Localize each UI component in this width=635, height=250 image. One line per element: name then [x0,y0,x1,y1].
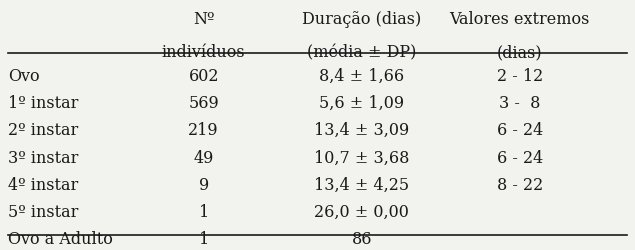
Text: 2º instar: 2º instar [8,122,78,139]
Text: 86: 86 [352,230,372,247]
Text: Duração (dias): Duração (dias) [302,11,422,28]
Text: 13,4 ± 4,25: 13,4 ± 4,25 [314,176,410,193]
Text: 8 - 22: 8 - 22 [497,176,543,193]
Text: 569: 569 [189,95,219,112]
Text: 4º instar: 4º instar [8,176,78,193]
Text: 3 -  8: 3 - 8 [499,95,540,112]
Text: 1º instar: 1º instar [8,95,78,112]
Text: Ovo: Ovo [8,68,39,84]
Text: 1: 1 [199,203,209,220]
Text: 3º instar: 3º instar [8,149,78,166]
Text: indivíduos: indivíduos [162,44,246,61]
Text: 5,6 ± 1,09: 5,6 ± 1,09 [319,95,404,112]
Text: 26,0 ± 0,00: 26,0 ± 0,00 [314,203,409,220]
Text: Nº: Nº [193,11,215,28]
Text: 602: 602 [189,68,219,84]
Text: 6 - 24: 6 - 24 [497,149,543,166]
Text: 49: 49 [194,149,214,166]
Text: 2 - 12: 2 - 12 [497,68,543,84]
Text: 13,4 ± 3,09: 13,4 ± 3,09 [314,122,410,139]
Text: 219: 219 [189,122,219,139]
Text: 10,7 ± 3,68: 10,7 ± 3,68 [314,149,410,166]
Text: (dias): (dias) [497,44,543,61]
Text: 1: 1 [199,230,209,247]
Text: Valores extremos: Valores extremos [450,11,590,28]
Text: 6 - 24: 6 - 24 [497,122,543,139]
Text: 8,4 ± 1,66: 8,4 ± 1,66 [319,68,404,84]
Text: 9: 9 [199,176,209,193]
Text: (média ± DP): (média ± DP) [307,44,417,61]
Text: 5º instar: 5º instar [8,203,78,220]
Text: Ovo a Adulto: Ovo a Adulto [8,230,112,247]
